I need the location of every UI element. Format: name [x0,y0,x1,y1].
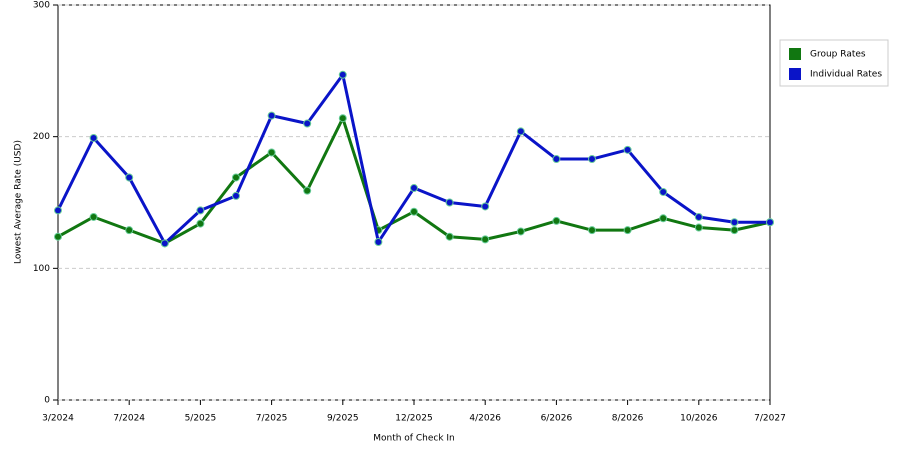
legend-swatch [789,68,801,80]
x-axis-title: Month of Check In [373,434,455,444]
data-point [659,214,668,223]
data-point [766,218,774,227]
x-tick-label: 5/2025 [185,414,217,424]
data-point [125,226,134,235]
data-point [588,155,596,164]
data-point [160,239,169,248]
data-point [445,232,454,241]
y-tick-label: 0 [44,396,50,406]
x-tick-label: 7/2027 [754,414,786,424]
data-point [196,219,205,228]
data-point [445,198,454,207]
x-tick-label: 7/2025 [256,414,288,424]
y-axis-title: Lowest Average Rate (USD) [14,140,24,264]
data-point [659,187,668,196]
data-point [54,232,62,241]
data-point [516,227,525,236]
x-tick-label: 9/2025 [327,414,359,424]
data-point [232,173,240,182]
plot-area [57,4,771,401]
data-point [267,148,276,157]
data-point [232,191,240,200]
x-tick-label: 4/2026 [469,414,501,424]
y-tick-label: 200 [33,132,50,142]
x-tick-label: 6/2026 [541,414,573,424]
data-point [730,226,739,235]
data-point [410,184,418,193]
data-point [730,218,739,227]
data-point [481,202,490,211]
x-tick-label: 10/2026 [680,414,718,424]
y-tick-label: 300 [33,1,50,11]
data-point [338,70,347,79]
data-point [623,145,632,154]
data-point [89,212,98,221]
data-point [338,114,347,123]
data-point [588,226,596,235]
data-point [481,235,490,244]
data-point [303,186,312,195]
legend-label: Individual Rates [810,70,882,80]
data-point [516,127,525,136]
x-tick-label: 7/2024 [113,414,145,424]
x-tick-label: 12/2025 [395,414,432,424]
data-point [623,226,632,235]
data-point [694,212,703,221]
x-tick-label: 8/2026 [612,414,644,424]
data-point [54,206,62,215]
data-point [374,238,383,246]
legend-swatch [789,48,801,60]
data-point [267,111,276,120]
legend-label: Group Rates [810,50,866,60]
data-point [694,223,703,232]
data-point [552,155,561,164]
data-point [196,206,205,215]
data-point [303,119,312,128]
data-point [125,173,134,182]
data-point [552,216,561,225]
y-tick-label: 100 [33,264,50,274]
data-point [410,207,418,216]
x-tick-label: 3/2024 [42,414,74,424]
data-point [89,133,98,142]
